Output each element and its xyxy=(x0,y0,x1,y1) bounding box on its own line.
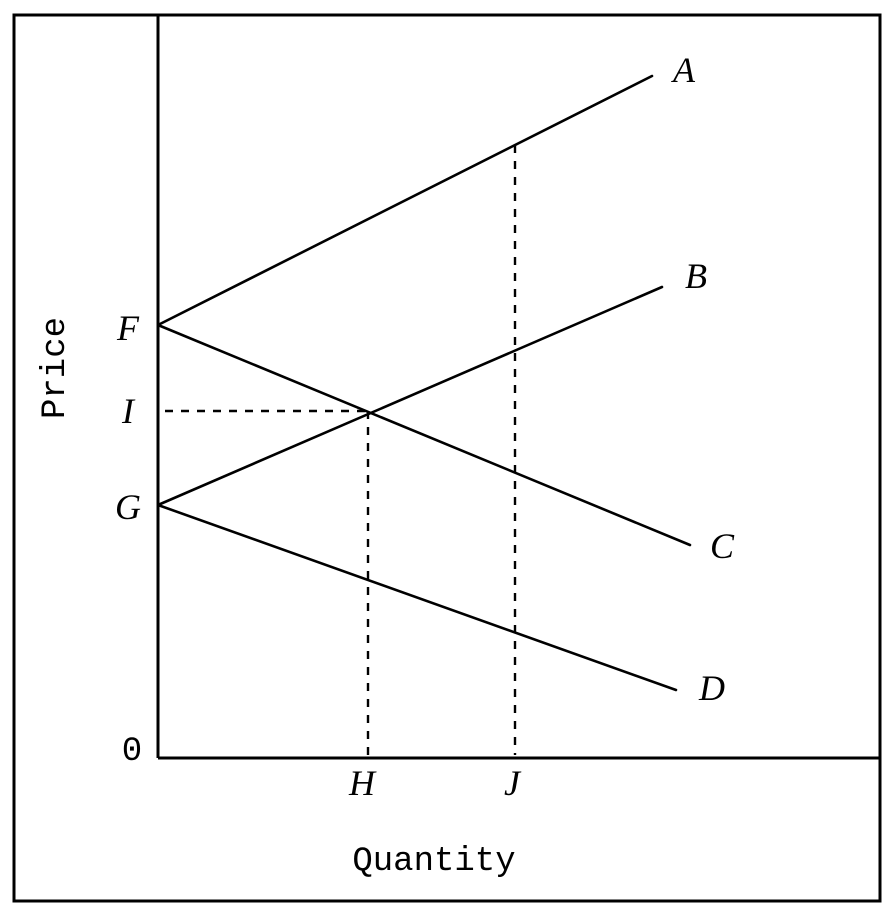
curve-label-b: B xyxy=(685,256,707,296)
point-label-j: J xyxy=(504,763,522,803)
curve-a xyxy=(156,74,654,327)
point-label-f: F xyxy=(116,308,140,348)
x-axis-label: Quantity xyxy=(352,843,515,881)
origin-label: 0 xyxy=(122,733,142,771)
curve-c xyxy=(156,323,692,547)
curve-b xyxy=(156,285,664,507)
point-label-g: G xyxy=(115,487,141,527)
outer-frame xyxy=(12,13,882,903)
y-axis-label: Price xyxy=(37,317,75,419)
point-label-h: H xyxy=(348,763,377,803)
curve-label-a: A xyxy=(671,50,696,90)
curve-label-c: C xyxy=(710,526,735,566)
curve-d xyxy=(156,503,678,692)
point-label-i: I xyxy=(121,391,136,431)
curve-label-d: D xyxy=(698,668,725,708)
